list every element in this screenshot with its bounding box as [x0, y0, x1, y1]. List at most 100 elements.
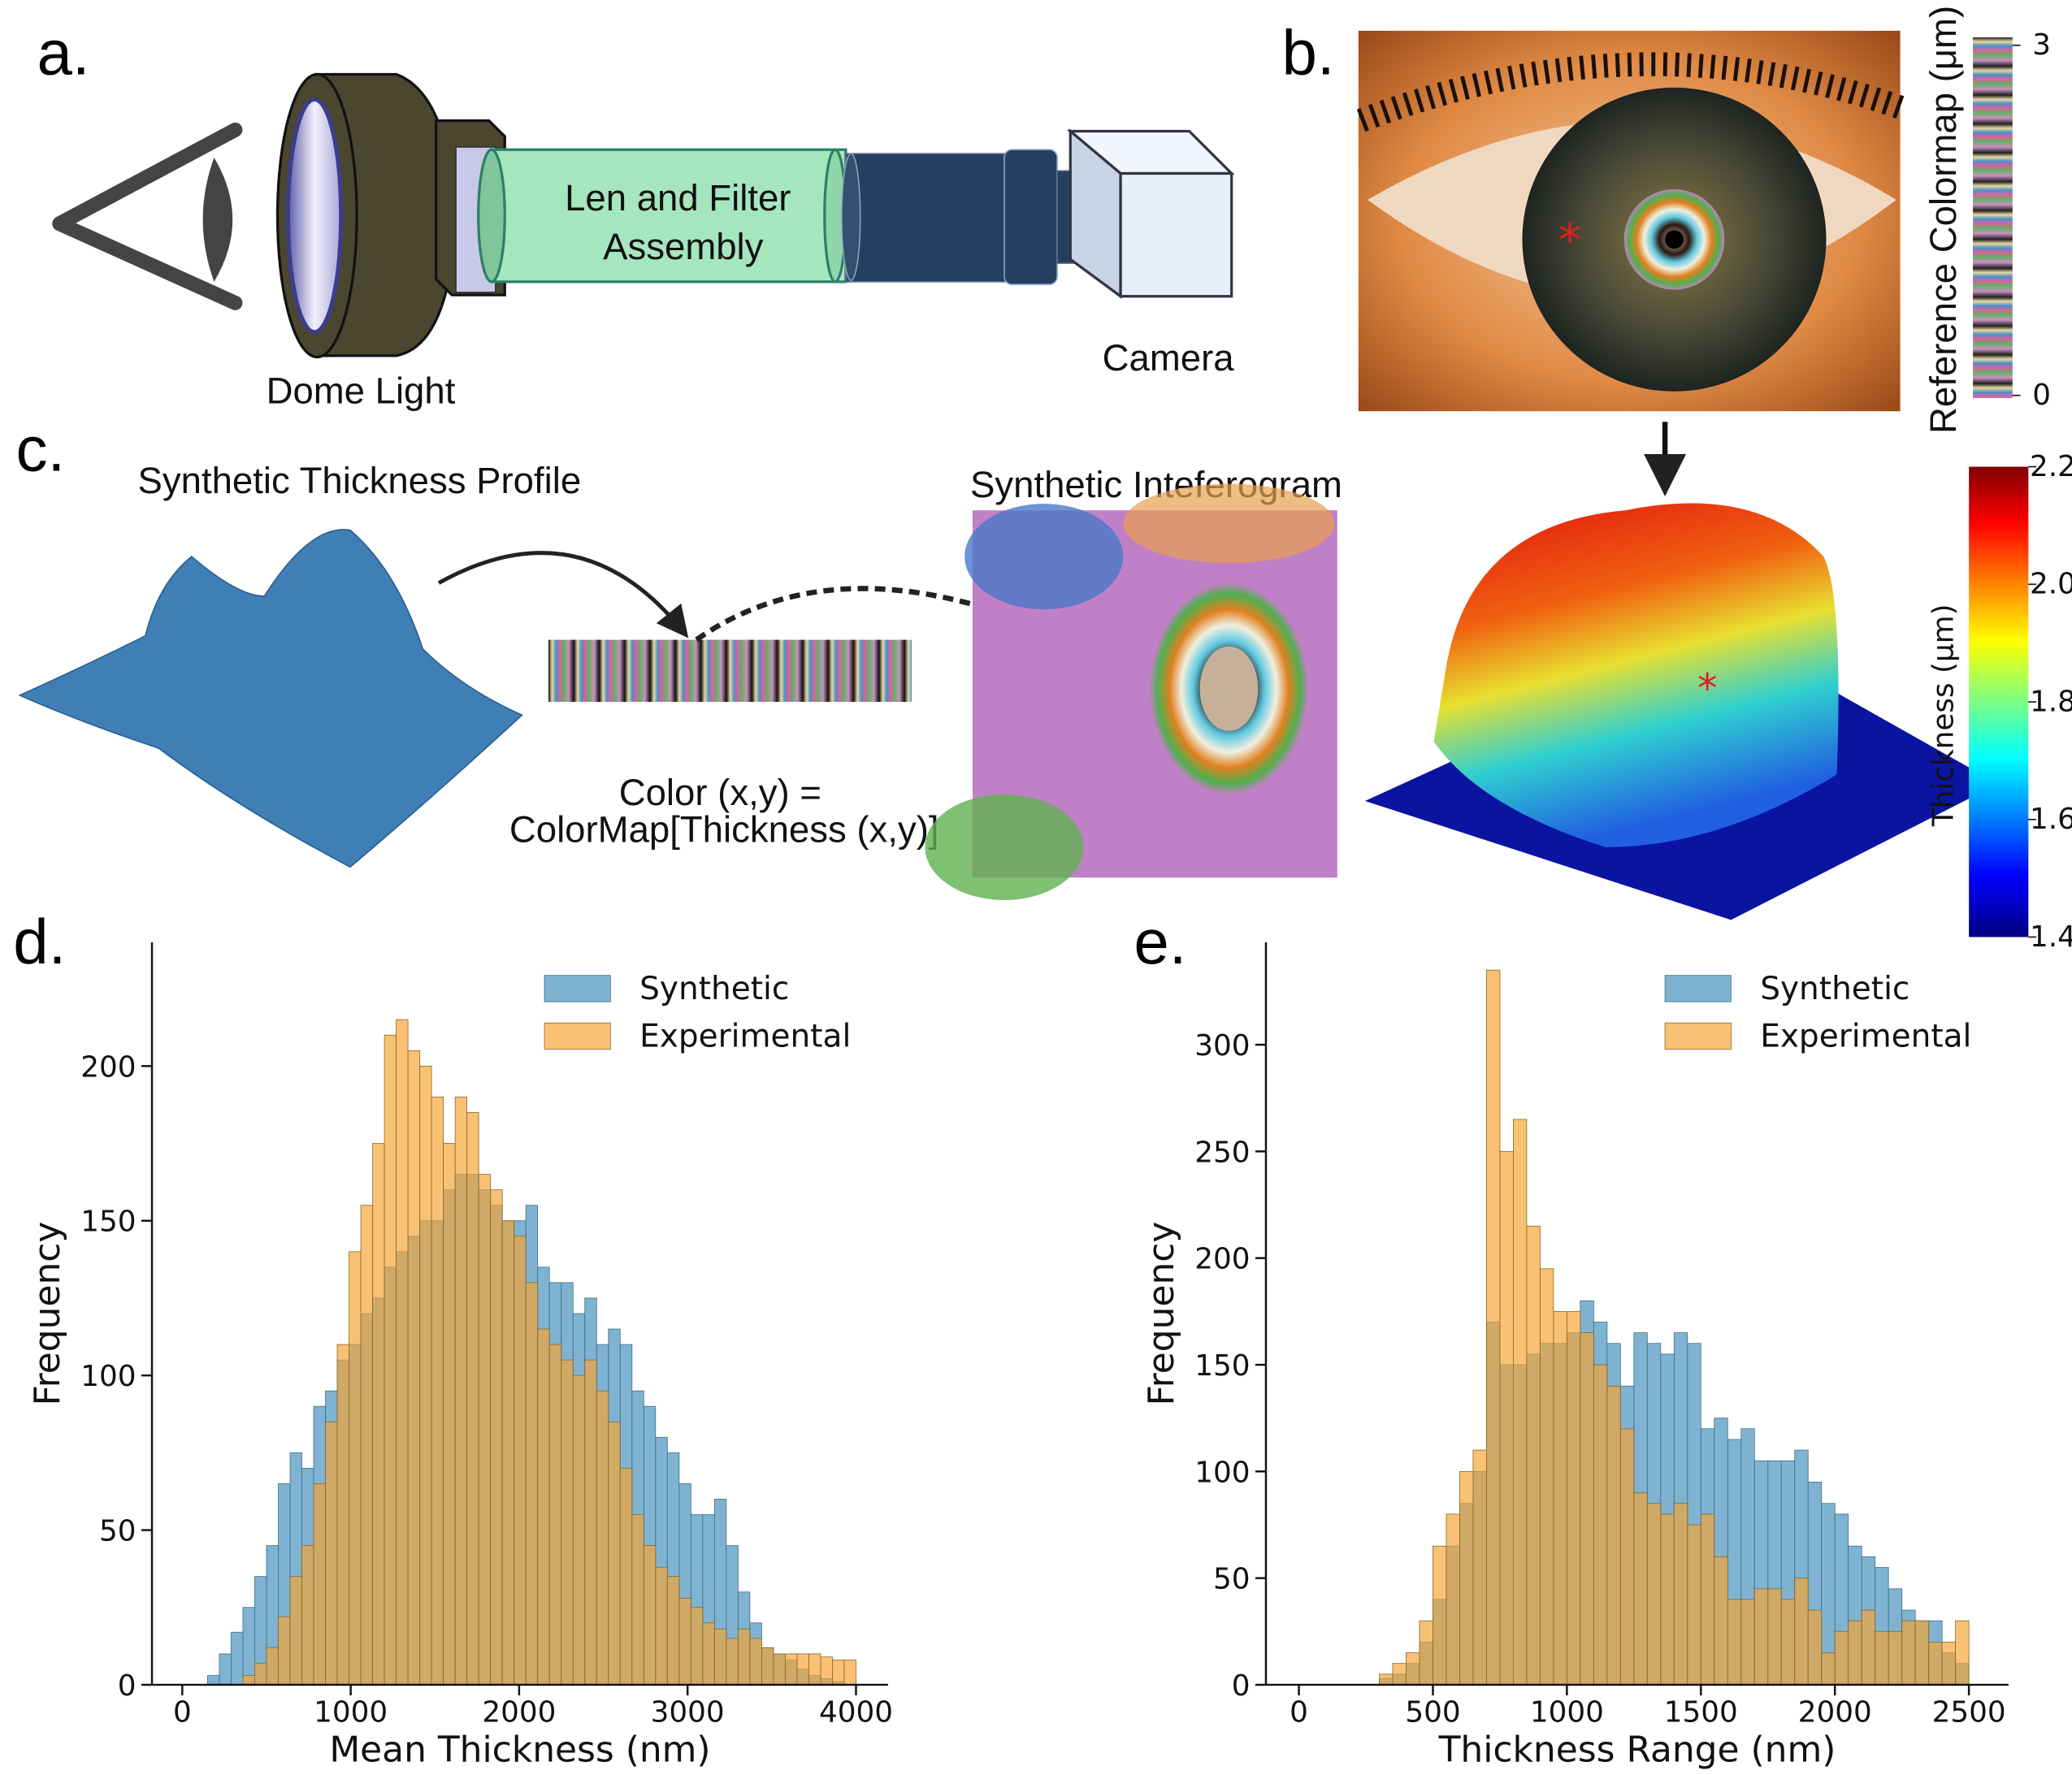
- bar: [289, 1576, 302, 1686]
- bar: [313, 1483, 326, 1686]
- bar: [619, 1467, 633, 1686]
- legend-swatch: [1664, 975, 1732, 1002]
- bar: [1753, 1588, 1769, 1686]
- bar: [207, 1675, 220, 1686]
- bar: [301, 1545, 314, 1686]
- panel-label: d.: [13, 906, 66, 977]
- bar: [1687, 1524, 1701, 1686]
- legend-label: Experimental: [639, 1018, 851, 1054]
- bar: [1834, 1630, 1849, 1686]
- y-tick-label: 100: [80, 1360, 136, 1393]
- bar: [1472, 1449, 1487, 1686]
- colorbar-tick-label: 1.8: [2030, 685, 2072, 718]
- dome-light-label: Dome Light: [267, 370, 456, 411]
- bar: [242, 1607, 255, 1686]
- colormap-title: Reference Colormap (μm): [1922, 6, 1964, 434]
- formula: Color (x,y) =: [619, 772, 821, 813]
- bar: [655, 1566, 668, 1686]
- bar: [466, 1112, 479, 1686]
- bar: [419, 1065, 432, 1686]
- formula: ColorMap[Thickness (x,y)]: [509, 808, 939, 850]
- bar: [384, 1034, 397, 1686]
- colorbar-tick-label: 0: [2032, 379, 2051, 412]
- bar: [773, 1653, 786, 1686]
- legend-label: Synthetic: [1760, 971, 1909, 1007]
- x-tick-label: 4000: [819, 1695, 893, 1729]
- bar: [1486, 969, 1501, 1686]
- bar: [1553, 1310, 1567, 1686]
- y-tick-label: 150: [80, 1206, 136, 1239]
- colorbar-tick-label: 3: [2032, 28, 2051, 62]
- bar: [1807, 1609, 1823, 1686]
- bar: [843, 1660, 856, 1686]
- x-tick-label: 1000: [1530, 1695, 1604, 1729]
- bar: [832, 1660, 845, 1686]
- bar: [1392, 1663, 1407, 1686]
- bar: [454, 1096, 468, 1686]
- x-tick-label: 1000: [314, 1695, 388, 1729]
- bar: [572, 1375, 586, 1686]
- bar: [431, 1096, 444, 1686]
- legend-swatch: [1664, 1022, 1732, 1050]
- bar: [761, 1647, 774, 1686]
- bar: [1928, 1642, 1943, 1686]
- panel-label: b.: [1281, 17, 1334, 89]
- filter-label: Len and Filter: [565, 177, 791, 219]
- bar: [514, 1236, 527, 1686]
- bar: [1593, 1364, 1608, 1686]
- bar: [1513, 1119, 1528, 1686]
- bar: [1499, 1150, 1514, 1686]
- bar: [1446, 1513, 1460, 1686]
- x-tick-label: 0: [173, 1695, 192, 1729]
- bar: [278, 1616, 291, 1686]
- bar: [808, 1653, 821, 1686]
- bar: [490, 1189, 503, 1686]
- y-axis-label: Frequency: [27, 1222, 68, 1406]
- y-tick-label: 50: [1213, 1563, 1251, 1596]
- bar: [608, 1421, 621, 1686]
- bar: [1606, 1385, 1621, 1686]
- y-tick-label: 0: [1232, 1669, 1251, 1703]
- thickness-colorbar: [1969, 466, 2029, 937]
- bar: [1914, 1620, 1930, 1686]
- bar: [1619, 1428, 1635, 1686]
- bar: [1941, 1642, 1957, 1686]
- x-axis-label: Mean Thickness (nm): [329, 1729, 710, 1770]
- bar: [525, 1282, 539, 1686]
- legend-swatch: [544, 1022, 611, 1050]
- x-tick-label: 500: [1405, 1695, 1460, 1729]
- y-tick-label: 100: [1194, 1456, 1250, 1489]
- bar: [1673, 1503, 1688, 1686]
- bar: [561, 1359, 574, 1686]
- bar: [1566, 1310, 1581, 1686]
- arrow: [695, 586, 1171, 694]
- bar: [1660, 1513, 1675, 1686]
- bar: [1433, 1545, 1447, 1686]
- bar: [1419, 1620, 1433, 1686]
- bar: [820, 1656, 833, 1686]
- bar: [1580, 1332, 1594, 1686]
- bar: [1646, 1503, 1662, 1686]
- eye-image: *: [1356, 30, 1905, 412]
- bar: [1714, 1556, 1728, 1686]
- bar: [325, 1421, 338, 1686]
- bar: [1526, 1225, 1541, 1686]
- panel-label: c.: [16, 413, 66, 484]
- bar: [796, 1653, 809, 1686]
- bar: [537, 1328, 550, 1686]
- interferogram: [925, 483, 1337, 900]
- x-tick-label: 1500: [1664, 1695, 1738, 1729]
- bar: [737, 1629, 751, 1686]
- legend-label: Synthetic: [639, 971, 789, 1007]
- bar: [254, 1662, 267, 1686]
- profile-title: Synthetic Thickness Profile: [138, 460, 582, 501]
- colormap-strip: [548, 639, 912, 703]
- reference-colormap: [1973, 37, 2013, 398]
- bar: [443, 1143, 456, 1686]
- x-tick-label: 2500: [1932, 1695, 2006, 1729]
- bar: [584, 1359, 597, 1686]
- bar: [349, 1251, 362, 1686]
- bar: [1379, 1673, 1394, 1686]
- colorbar-tick-label: 1.4: [2030, 920, 2072, 954]
